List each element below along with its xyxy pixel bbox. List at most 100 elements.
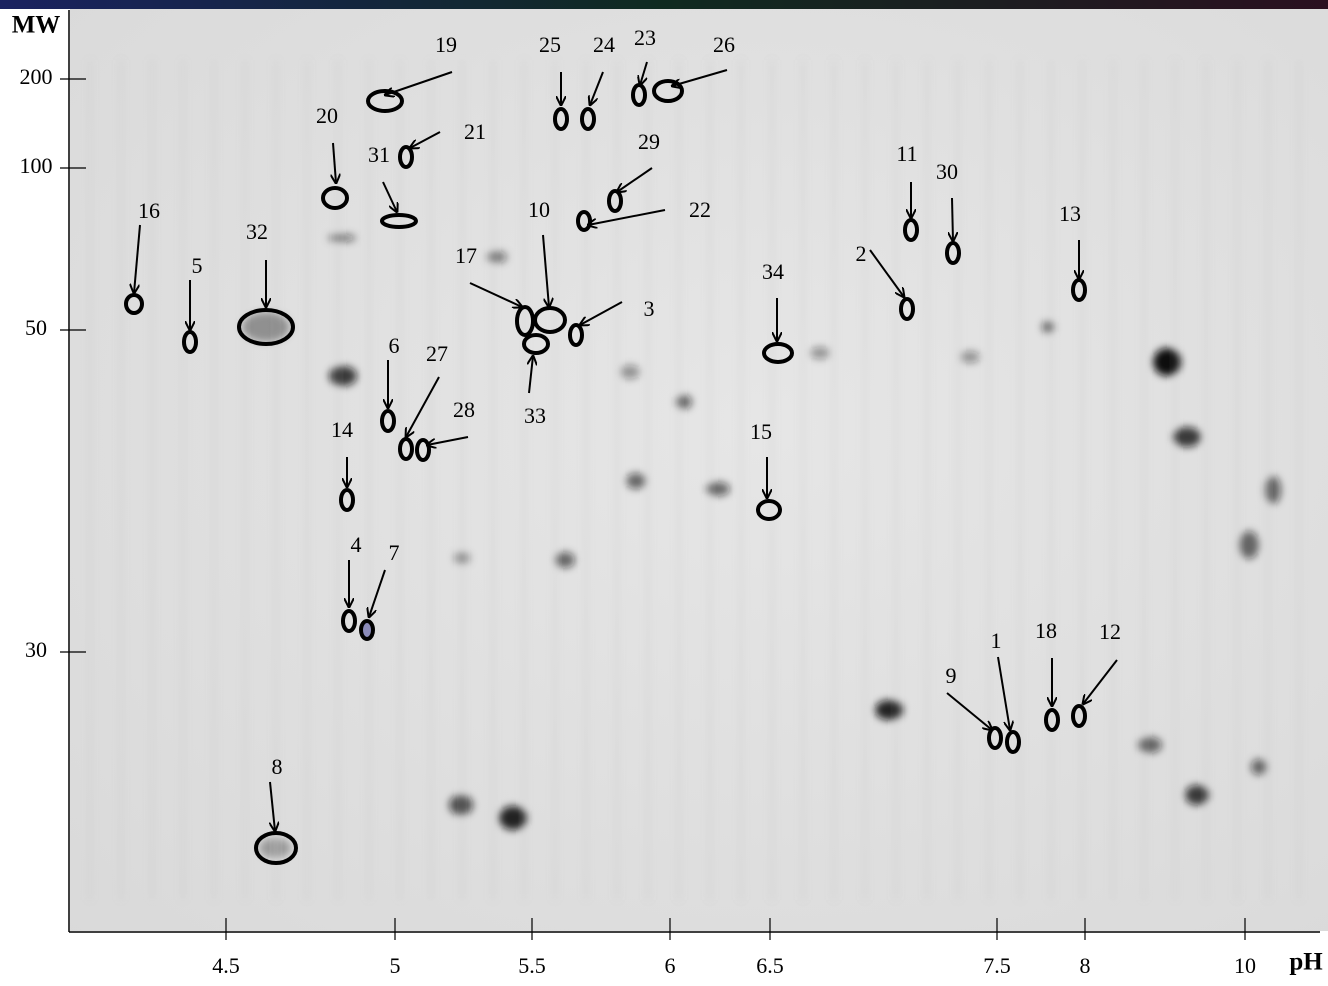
spot-label: 28 [453, 397, 475, 422]
x-tick-label: 5.5 [518, 953, 546, 978]
x-tick-label: 10 [1234, 953, 1256, 978]
spot-marker [987, 726, 1003, 750]
spot-label: 8 [272, 754, 283, 779]
spot-label: 14 [331, 417, 353, 442]
spot-blob [487, 251, 507, 263]
spot-label: 18 [1035, 618, 1057, 643]
spot-label: 4 [351, 532, 362, 557]
spot-arrow [542, 234, 549, 307]
spot-arrow [617, 167, 653, 192]
spot-arrow [333, 142, 336, 183]
spot-label: 2 [856, 241, 867, 266]
spot-arrow [590, 71, 604, 105]
spot-label: 25 [539, 32, 561, 57]
spot-label: 22 [689, 197, 711, 222]
spot-marker [1071, 704, 1087, 728]
spot-marker [899, 297, 915, 321]
spot-blob [1239, 531, 1259, 559]
spot-marker [762, 342, 794, 364]
spot-arrow [406, 376, 440, 437]
y-axis-label: MW [12, 12, 61, 39]
spot-label: 20 [316, 103, 338, 128]
spot-label: 31 [368, 142, 390, 167]
spot-blob [555, 552, 575, 568]
spot-label: 16 [138, 198, 160, 223]
spot-arrow [580, 301, 623, 325]
spot-blob [1138, 737, 1162, 753]
spot-marker [553, 107, 569, 131]
spot-label: 32 [246, 219, 268, 244]
spot-arrow [672, 69, 728, 86]
spot-label: 30 [936, 159, 958, 184]
spot-marker [1044, 708, 1060, 732]
spot-blob [1185, 785, 1209, 805]
spot-marker [380, 409, 396, 433]
spot-label: 29 [638, 129, 660, 154]
spot-label: 17 [455, 243, 477, 268]
spot-marker [568, 323, 584, 347]
spot-arrow [997, 656, 1010, 730]
spot-marker [380, 213, 418, 229]
spot-label: 6 [389, 333, 400, 358]
spot-label: 11 [896, 141, 917, 166]
spot-marker [415, 438, 431, 462]
spot-blob [328, 234, 356, 242]
spot-arrow [382, 181, 397, 212]
spot-label: 7 [389, 540, 400, 565]
spot-marker [652, 79, 684, 103]
spot-label: 15 [750, 419, 772, 444]
spot-arrow [1083, 659, 1118, 704]
spot-arrow [469, 282, 522, 307]
spot-blob [960, 351, 980, 363]
spot-marker [237, 308, 295, 346]
y-tick-label: 200 [20, 64, 53, 89]
spot-blob [875, 700, 903, 720]
spot-arrow [385, 71, 453, 95]
spot-arrow [869, 249, 904, 297]
spot-marker [359, 619, 375, 641]
spot-label: 10 [528, 197, 550, 222]
spot-blob [242, 312, 290, 342]
spot-arrow [427, 436, 469, 445]
spot-label: 21 [464, 119, 486, 144]
spot-label: 26 [713, 32, 735, 57]
spot-blob [620, 365, 640, 379]
x-tick-label: 5 [390, 953, 401, 978]
spot-blob [1173, 427, 1201, 447]
spot-blob [1251, 759, 1267, 775]
x-tick-label: 8 [1080, 953, 1091, 978]
spot-blob [499, 806, 527, 830]
spot-marker [945, 241, 961, 265]
spot-blob [329, 366, 357, 386]
x-tick-label: 6 [665, 953, 676, 978]
spot-arrow [269, 781, 275, 831]
spot-marker [515, 305, 535, 337]
spot-label: 23 [634, 25, 656, 50]
y-tick-label: 30 [25, 637, 47, 662]
spot-label: 33 [524, 403, 546, 428]
spot-marker [124, 293, 144, 315]
spot-marker [580, 107, 596, 131]
spot-label: 13 [1059, 201, 1081, 226]
top-bar [0, 0, 1328, 9]
x-tick-label: 6.5 [756, 953, 784, 978]
spot-label: 9 [946, 663, 957, 688]
x-tick-label: 4.5 [212, 953, 240, 978]
spot-marker [1071, 278, 1087, 302]
spot-label: 19 [435, 32, 457, 57]
spot-blob [1153, 348, 1181, 376]
spot-label: 27 [426, 341, 448, 366]
spot-arrow [369, 569, 386, 617]
spot-label: 1 [991, 628, 1002, 653]
spot-label: 12 [1099, 619, 1121, 644]
spot-label: 34 [762, 259, 784, 284]
spot-marker [339, 488, 355, 512]
spot-arrow [410, 131, 441, 148]
spot-blob [626, 473, 646, 489]
spot-arrow [946, 692, 992, 730]
spot-arrow [952, 197, 953, 241]
spot-blob [706, 482, 730, 496]
x-tick-label: 7.5 [983, 953, 1011, 978]
spot-marker [903, 218, 919, 242]
spot-marker [182, 330, 198, 354]
